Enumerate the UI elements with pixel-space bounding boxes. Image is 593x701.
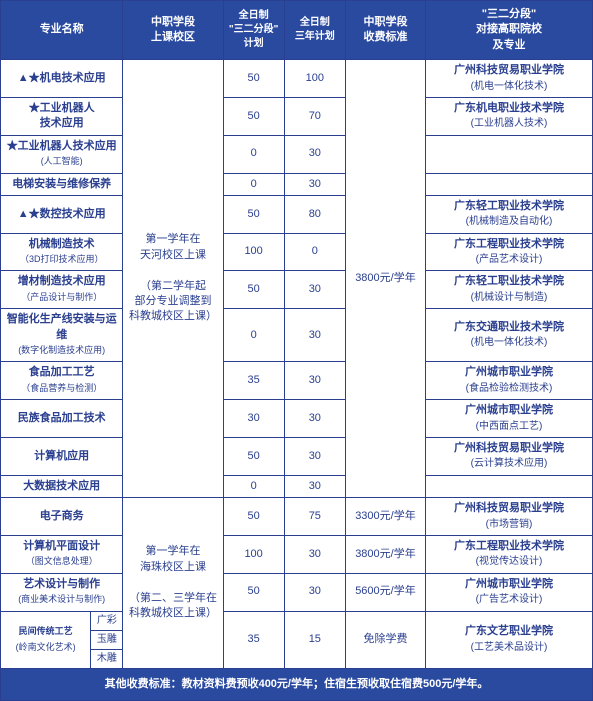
univ-cell: 广东工程职业技术学院(视觉传达设计) [426,535,593,573]
plan3-cell: 15 [284,611,345,668]
plan32-cell: 50 [223,97,284,135]
major-cell: ★工业机器人技术应用 [1,97,123,135]
univ-cell: 广州科技贸易职业学院(云计算技术应用) [426,437,593,475]
campus-cell: 第一学年在天河校区上课（第二学年起部分专业调整到科教城校区上课） [123,60,223,498]
plan32-cell: 100 [223,535,284,573]
table-row: ▲★机电技术应用第一学年在天河校区上课（第二学年起部分专业调整到科教城校区上课）… [1,60,593,98]
plan32-cell: 0 [223,309,284,362]
fee-cell: 3300元/学年 [345,498,425,536]
major-cell: 增材制造技术应用（产品设计与制作） [1,271,123,309]
table-row: 艺术设计与制作(商业美术设计与制作) 50305600元/学年广州城市职业学院(广… [1,573,593,611]
plan32-cell: 50 [223,498,284,536]
plan3-cell: 80 [284,195,345,233]
plan3-cell: 30 [284,475,345,497]
fee-cell: 3800元/学年 [345,535,425,573]
major-cell: 机械制造技术（3D打印技术应用） [1,233,123,271]
univ-cell: 广东轻工职业技术学院(机械设计与制造) [426,271,593,309]
th-plan3: 全日制三年计划 [284,1,345,60]
table-row: 机械制造技术（3D打印技术应用） 1000 广东工程职业技术学院(产品艺术设计) [1,233,593,271]
univ-cell [426,475,593,497]
header-row: 专业名称 中职学段上课校区 全日制"三二分段"计划 全日制三年计划 中职学段收费… [1,1,593,60]
plan32-cell: 50 [223,573,284,611]
major-cell: 电梯安装与维修保养 [1,173,123,195]
table-row: 食品加工工艺（食品营养与检测） 3530 广州城市职业学院(食品检验检测技术) [1,362,593,400]
plan32-cell: 50 [223,195,284,233]
major-cell: 计算机应用 [1,437,123,475]
plan3-cell: 30 [284,271,345,309]
plan3-cell: 30 [284,362,345,400]
univ-cell: 广州科技贸易职业学院(市场营销) [426,498,593,536]
plan32-cell: 0 [223,173,284,195]
univ-cell: 广东交通职业技术学院(机电一体化技术) [426,309,593,362]
plan3-cell: 0 [284,233,345,271]
table-row: 大数据技术应用 030 [1,475,593,497]
plan3-cell: 30 [284,437,345,475]
table-row: 电梯安装与维修保养 030 [1,173,593,195]
th-campus: 中职学段上课校区 [123,1,223,60]
table-row: ★工业机器人技术应用(人工智能) 030 [1,135,593,173]
major-cell: ▲★数控技术应用 [1,195,123,233]
plan32-cell: 30 [223,400,284,438]
plan3-cell: 30 [284,400,345,438]
major-cell: ★工业机器人技术应用(人工智能) [1,135,123,173]
footer-note: 其他收费标准：教材资料费预收400元/学年；住宿生预收取住宿费500元/学年。 [1,668,593,700]
fee-cell: 5600元/学年 [345,573,425,611]
table-row: 民间传统工艺(岭南文化艺术)广彩玉雕木雕 3515免除学费广东文艺职业学院(工艺美… [1,611,593,668]
univ-cell [426,173,593,195]
univ-cell: 广东工程职业技术学院(产品艺术设计) [426,233,593,271]
plan32-cell: 50 [223,60,284,98]
plan3-cell: 70 [284,97,345,135]
plan3-cell: 30 [284,535,345,573]
th-major: 专业名称 [1,1,123,60]
univ-cell: 广州城市职业学院(中西面点工艺) [426,400,593,438]
plan3-cell: 30 [284,135,345,173]
table-body: ▲★机电技术应用第一学年在天河校区上课（第二学年起部分专业调整到科教城校区上课）… [1,60,593,668]
table-row: ▲★数控技术应用 5080 广东轻工职业技术学院(机械制造及自动化) [1,195,593,233]
major-cell: 艺术设计与制作(商业美术设计与制作) [1,573,123,611]
univ-cell: 广东机电职业技术学院(工业机器人技术) [426,97,593,135]
th-univ: "三二分段"对接高职院校及专业 [426,1,593,60]
major-cell: 智能化生产线安装与运维(数字化制造技术应用) [1,309,123,362]
fee-cell: 免除学费 [345,611,425,668]
major-cell: 电子商务 [1,498,123,536]
univ-cell: 广州城市职业学院(广告艺术设计) [426,573,593,611]
univ-cell: 广东轻工职业技术学院(机械制造及自动化) [426,195,593,233]
major-cell: 大数据技术应用 [1,475,123,497]
plan32-cell: 50 [223,437,284,475]
univ-cell: 广州城市职业学院(食品检验检测技术) [426,362,593,400]
th-plan32: 全日制"三二分段"计划 [223,1,284,60]
table-row: 计算机平面设计（图文信息处理） 100303800元/学年广东工程职业技术学院(视… [1,535,593,573]
major-cell: 计算机平面设计（图文信息处理） [1,535,123,573]
enrollment-table: 专业名称 中职学段上课校区 全日制"三二分段"计划 全日制三年计划 中职学段收费… [0,0,593,701]
fee-cell: 3800元/学年 [345,60,425,498]
plan3-cell: 100 [284,60,345,98]
plan3-cell: 30 [284,173,345,195]
table-row: 计算机应用 5030 广州科技贸易职业学院(云计算技术应用) [1,437,593,475]
plan3-cell: 30 [284,309,345,362]
plan32-cell: 100 [223,233,284,271]
univ-cell: 广东文艺职业学院(工艺美术品设计) [426,611,593,668]
major-cell: ▲★机电技术应用 [1,60,123,98]
univ-cell [426,135,593,173]
plan32-cell: 0 [223,135,284,173]
univ-cell: 广州科技贸易职业学院(机电一体化技术) [426,60,593,98]
plan32-cell: 0 [223,475,284,497]
plan32-cell: 35 [223,362,284,400]
table-row: ★工业机器人技术应用 5070 广东机电职业技术学院(工业机器人技术) [1,97,593,135]
plan3-cell: 30 [284,573,345,611]
table-row: 电子商务第一学年在海珠校区上课（第二、三学年在科教城校区上课）50753300元… [1,498,593,536]
plan32-cell: 50 [223,271,284,309]
major-cell: 民间传统工艺(岭南文化艺术)广彩玉雕木雕 [1,611,123,668]
table-row: 增材制造技术应用（产品设计与制作） 5030 广东轻工职业技术学院(机械设计与制造) [1,271,593,309]
plan3-cell: 75 [284,498,345,536]
plan32-cell: 35 [223,611,284,668]
th-fee: 中职学段收费标准 [345,1,425,60]
major-cell: 民族食品加工技术 [1,400,123,438]
major-cell: 食品加工工艺（食品营养与检测） [1,362,123,400]
campus-cell: 第一学年在海珠校区上课（第二、三学年在科教城校区上课） [123,498,223,668]
table-row: 民族食品加工技术 3030 广州城市职业学院(中西面点工艺) [1,400,593,438]
table-row: 智能化生产线安装与运维(数字化制造技术应用) 030 广东交通职业技术学院(机电一体… [1,309,593,362]
